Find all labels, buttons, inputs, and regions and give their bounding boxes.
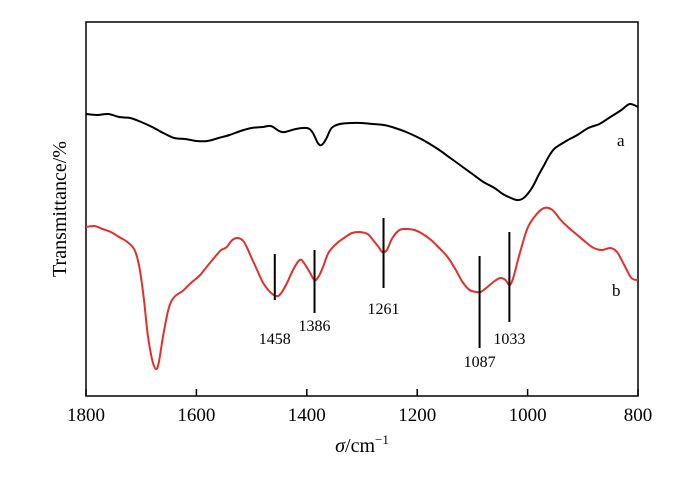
series-line-b: [85, 206, 639, 371]
x-tick-label-1200: 1200: [398, 405, 436, 426]
series-line-a: [85, 102, 639, 202]
peak-label-1087: 1087: [464, 354, 496, 371]
peak-label-1261: 1261: [368, 301, 400, 318]
x-tick-label-1600: 1600: [177, 405, 215, 426]
peak-annotations: 1458 1386 1261 1087 1033: [259, 218, 525, 371]
plot-frame: [85, 21, 639, 397]
peak-label-1033: 1033: [493, 331, 525, 348]
x-tick-label-800: 800: [624, 405, 653, 426]
series-layer: [85, 102, 639, 371]
x-tick-label-1000: 1000: [509, 405, 547, 426]
x-tick-label-1400: 1400: [288, 405, 326, 426]
x-axis-ticks: 1800 1600 1400 1200 1000 800: [67, 389, 652, 426]
peak-label-1386: 1386: [299, 318, 331, 335]
x-axis-symbol: σ: [335, 435, 346, 457]
x-tick-label-1800: 1800: [67, 405, 105, 426]
series-label-b: b: [612, 281, 621, 300]
x-axis-unit: /cm: [345, 435, 375, 457]
series-label-a: a: [617, 131, 625, 150]
y-axis-label: Transmittance/%: [49, 141, 71, 277]
peak-label-1458: 1458: [259, 331, 291, 348]
x-axis-label: σ/cm−1: [335, 432, 389, 457]
x-axis-unit-exponent: −1: [375, 432, 389, 447]
